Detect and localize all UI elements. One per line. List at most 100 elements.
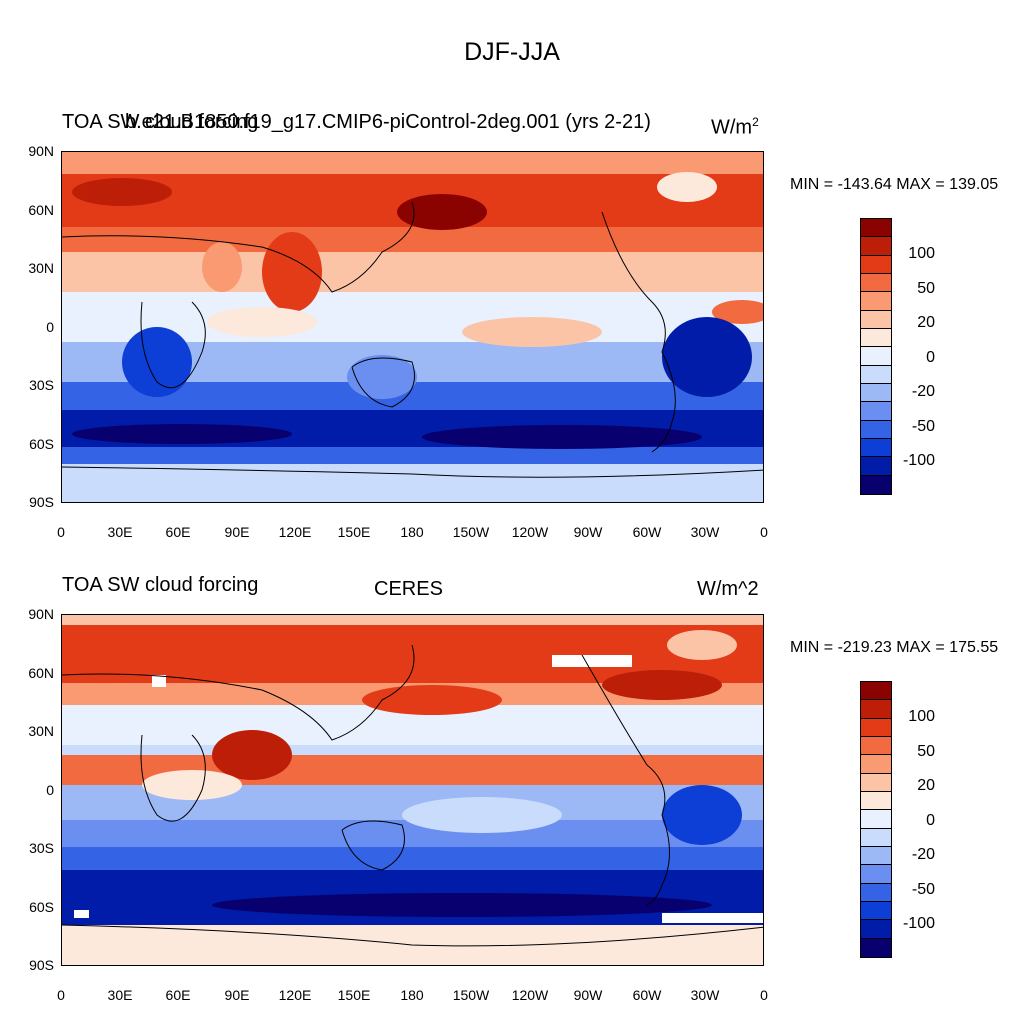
lon-label: 90E [224,987,250,1003]
colorbar-swatch [861,310,891,329]
lon-label: 0 [760,524,768,540]
lon-label: 120W [511,524,549,540]
lat-label: 0 [46,319,54,335]
colorbar-label: 100 [908,708,935,725]
blob-greenland [667,630,737,660]
band-arctic [62,615,763,627]
colorbar-swatch [861,700,891,719]
blob-africa-east [202,242,242,292]
lon-label: 180 [400,987,424,1003]
lon-label: 120W [511,987,549,1003]
min-max-readout: MIN = -219.23 MAX = 175.55 [790,639,999,656]
lat-label: 60N [28,665,54,681]
lon-label: 120E [278,524,312,540]
lat-label: 90S [29,957,54,973]
blob-indian-ocean [142,770,242,800]
colorbar [860,681,892,958]
blob-atlantic-itcz [712,300,763,324]
colorbar-swatch [861,755,891,774]
contour-map [61,614,764,966]
lon-label: 150E [337,987,371,1003]
colorbar-swatch [861,920,891,939]
panel-units: W/m^2 [697,578,759,600]
colorbar-swatch [861,938,891,957]
colorbar-label: 0 [926,812,935,829]
colorbar-swatch [861,255,891,274]
lon-label: 60E [165,524,191,540]
lat-label: 60S [29,899,54,915]
coastline-africa [140,734,206,822]
colorbar-swatch [861,791,891,811]
colorbar-swatch [861,773,891,792]
blob-southern-ocean-2 [72,424,292,444]
min-max-readout: MIN = -143.64 MAX = 139.05 [790,176,999,193]
lat-label: 30N [28,260,54,276]
colorbar-swatch [861,273,891,293]
lon-label: 180 [400,524,424,540]
colorbar-swatch [861,846,891,866]
colorbar-label: -20 [911,846,935,863]
lon-label: 30E [107,987,133,1003]
colorbar-swatch [861,420,891,439]
colorbar-swatch [861,383,891,403]
blob-north-atlantic [602,670,722,700]
lon-label: 90E [224,524,250,540]
lon-label: 90W [573,987,603,1003]
colorbar-swatch [861,328,891,348]
colorbar [860,218,892,495]
colorbar-label: 50 [917,743,935,760]
coastline-australia [351,357,415,408]
colorbar-swatch [861,682,891,701]
colorbar-swatch [861,475,891,494]
blob-south-america [662,317,752,397]
band-north-sub [62,252,763,292]
lon-label: 30E [107,524,133,540]
colorbar-swatch [861,292,891,311]
blob-asia-monsoon [212,730,292,780]
panel-left-title: TOA SW cloud forcing [62,574,259,596]
colorbar-swatch [861,736,891,756]
lon-label: 60W [632,987,662,1003]
blob-pacific-south [402,797,562,833]
colorbar-swatch [861,347,891,366]
colorbar-swatch [861,828,891,847]
band-south-edge [62,447,763,467]
colorbar-label: 100 [908,245,935,262]
missing-data-4 [552,655,632,667]
coastline-americas [581,654,670,906]
missing-data-2 [662,913,763,923]
band-tropics [62,292,763,342]
lat-label: 60N [28,202,54,218]
colorbar-swatch [861,438,891,458]
blob-southern-ocean [422,425,702,449]
lon-label: 0 [57,524,65,540]
colorbar-swatch [861,810,891,829]
coastline-antarctica [62,466,763,478]
lon-label: 60E [165,987,191,1003]
lat-label: 30S [29,840,54,856]
lat-label: 60S [29,436,54,452]
colorbar-swatch [861,402,891,421]
figure-title: DJF-JJA [464,38,560,66]
blob-north-atlantic [72,178,172,206]
lon-label: 150W [452,524,490,540]
lat-label: 90N [28,606,54,622]
blob-africa-south [122,327,192,397]
panel-center-title: CERES [374,578,443,600]
colorbar-label: -100 [902,915,935,932]
lon-label: 0 [57,987,65,1003]
colorbar-label: -50 [911,418,935,435]
panel-units: W/m2 [711,115,759,139]
lat-label: 30S [29,377,54,393]
blob-australia [347,355,417,399]
colorbar-swatch [861,219,891,238]
panel-center-title: b.e21.B1850.f19_g17.CMIP6-piControl-2deg… [125,111,651,133]
colorbar-swatch [861,718,891,737]
colorbar-label: 50 [917,280,935,297]
coastline-eurasia [62,644,415,741]
missing-data-3 [152,675,166,687]
lon-label: 120E [278,987,312,1003]
lon-label: 150E [337,524,371,540]
lat-label: 90N [28,143,54,159]
band-south-sub [62,820,763,850]
